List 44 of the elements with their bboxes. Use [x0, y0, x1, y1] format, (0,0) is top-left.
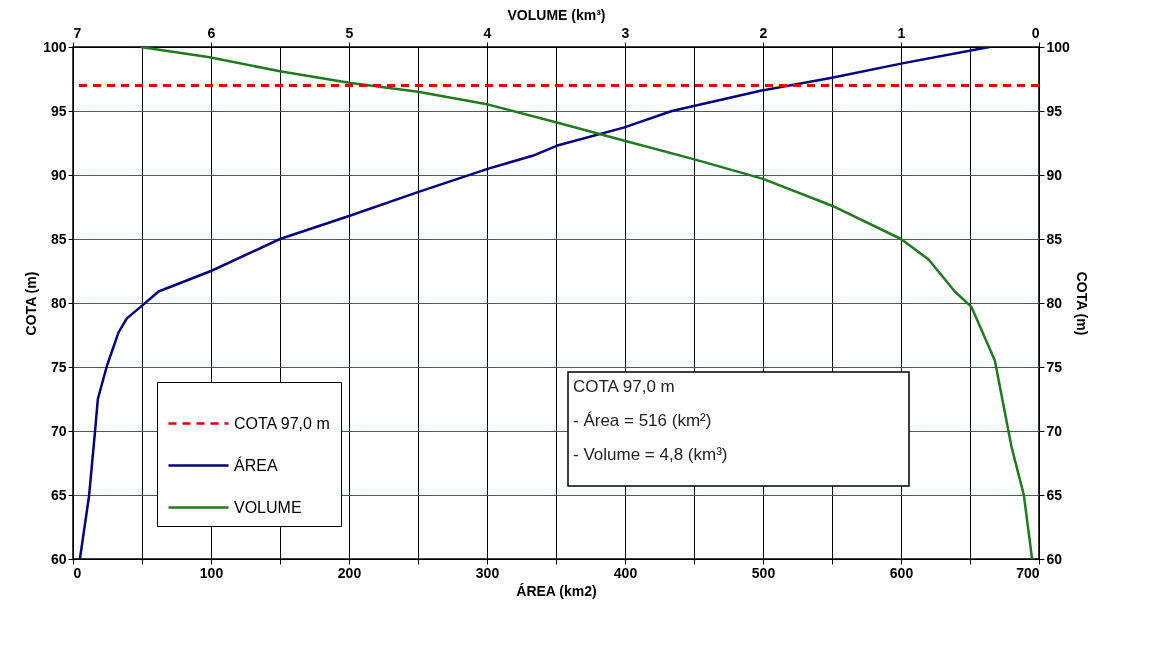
y2-axis-title: COTA (m)	[1073, 271, 1090, 336]
y-tick-label: 95	[50, 102, 67, 119]
x-axis-title: ÁREA (km2)	[516, 582, 597, 599]
annotation: - Volume = 4,8 (km³)	[573, 445, 728, 464]
x2-tick-label: 4	[483, 24, 492, 41]
y-axis-title: COTA (m)	[23, 271, 40, 336]
x2-tick-label: 6	[207, 24, 216, 41]
y2-tick-label: 100	[1046, 38, 1071, 55]
legend-label: ÁREA	[234, 455, 278, 474]
y2-tick-label: 95	[1046, 102, 1063, 119]
y-tick-label: 60	[50, 550, 67, 567]
y2-tick-label: 85	[1046, 230, 1063, 247]
x-tick-label: 400	[613, 564, 638, 581]
annotation: COTA 97,0 m	[573, 377, 675, 396]
y2-tick-label: 90	[1046, 166, 1063, 183]
x-tick-label: 200	[337, 564, 362, 581]
y2-tick-label: 80	[1046, 294, 1063, 311]
annotation: - Área = 516 (km²)	[573, 411, 712, 430]
y-tick-label: 100	[43, 38, 67, 55]
x-tick-label: 600	[889, 564, 914, 581]
x2-tick-label: 7	[73, 24, 82, 41]
y-tick-label: 85	[50, 230, 67, 247]
y2-tick-label: 75	[1046, 358, 1063, 375]
y2-tick-label: 65	[1046, 486, 1063, 503]
y-tick-label: 75	[50, 358, 67, 375]
y2-tick-label: 60	[1046, 550, 1063, 567]
x2-tick-label: 1	[897, 24, 906, 41]
y-tick-label: 65	[50, 486, 67, 503]
x2-tick-label: 2	[759, 24, 768, 41]
x-tick-label: 700	[1016, 564, 1040, 581]
x-tick-label: 300	[475, 564, 500, 581]
legend-label: COTA 97,0 m	[234, 414, 330, 432]
x2-tick-label: 0	[1031, 24, 1040, 41]
y-tick-label: 70	[50, 422, 67, 439]
y2-tick-label: 70	[1046, 422, 1063, 439]
x2-tick-label: 3	[621, 24, 630, 41]
x2-tick-label: 5	[345, 24, 354, 41]
x2-axis-title: VOLUME (km³)	[507, 6, 606, 23]
x-tick-label: 500	[751, 564, 776, 581]
legend-label: VOLUME	[234, 498, 302, 516]
x-tick-label: 0	[73, 564, 82, 581]
y-tick-label: 90	[50, 166, 67, 183]
y-tick-label: 80	[50, 294, 67, 311]
x-tick-label: 100	[199, 564, 224, 581]
